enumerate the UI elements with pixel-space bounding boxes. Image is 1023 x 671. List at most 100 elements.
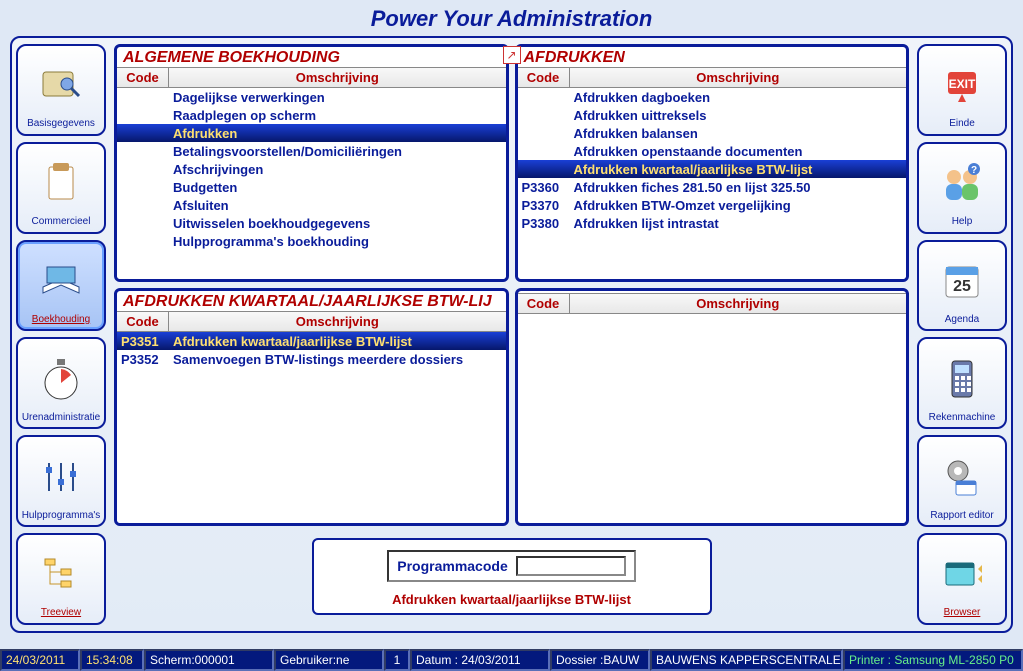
panel-body xyxy=(518,314,907,523)
list-item[interactable]: Afsluiten xyxy=(117,196,506,214)
nav-label: Help xyxy=(952,217,973,228)
list-item[interactable]: Raadplegen op scherm xyxy=(117,106,506,124)
nav-label: Agenda xyxy=(945,315,979,326)
status-printer: Printer : Samsung ML-2850 P0 xyxy=(843,649,1023,671)
column-code: Code xyxy=(117,68,169,87)
nav-einde[interactable]: EXIT Einde xyxy=(917,44,1007,136)
list-item-desc: Afdrukken openstaande documenten xyxy=(570,144,907,159)
column-code: Code xyxy=(117,312,169,331)
nav-agenda[interactable]: 25 Agenda xyxy=(917,240,1007,332)
nav-help[interactable]: ? Help xyxy=(917,142,1007,234)
column-code: Code xyxy=(518,68,570,87)
panel-body: Afdrukken dagboeken Afdrukken uittreksels… xyxy=(518,88,907,279)
tree-icon xyxy=(37,541,85,608)
panel-algemene-boekhouding: ALGEMENE BOEKHOUDING Code Omschrijving D… xyxy=(114,44,509,282)
tools-icon xyxy=(37,52,85,119)
clipboard-icon xyxy=(37,150,85,217)
status-gebruiker: Gebruiker:ne xyxy=(274,649,384,671)
left-nav: Basisgegevens Commercieel Boekhouding Ur… xyxy=(12,38,110,631)
list-item-desc: Afdrukken BTW-Omzet vergelijking xyxy=(570,198,907,213)
list-item[interactable]: Afdrukken openstaande documenten xyxy=(518,142,907,160)
list-item[interactable]: P3380Afdrukken lijst intrastat xyxy=(518,214,907,232)
nav-hulpprogrammas[interactable]: Hulpprogramma's xyxy=(16,435,106,527)
list-item-desc: Dagelijkse verwerkingen xyxy=(169,90,506,105)
panel-link-arrow-icon: ↗ xyxy=(503,46,521,64)
list-item-desc: Afdrukken xyxy=(169,126,506,141)
nav-label: Einde xyxy=(949,119,975,130)
list-item-desc: Afdrukken kwartaal/jaarlijkse BTW-lijst xyxy=(169,334,506,349)
status-time: 15:34:08 xyxy=(80,649,144,671)
list-item-desc: Afdrukken kwartaal/jaarlijkse BTW-lijst xyxy=(570,162,907,177)
list-item[interactable]: Afdrukken balansen xyxy=(518,124,907,142)
list-item[interactable]: Afdrukken dagboeken xyxy=(518,88,907,106)
programmacode-label: Programmacode xyxy=(397,558,507,574)
panel-afdrukken: AFDRUKKEN Code Omschrijving Afdrukken da… xyxy=(515,44,910,282)
list-item-desc: Afdrukken balansen xyxy=(570,126,907,141)
svg-text:EXIT: EXIT xyxy=(949,77,976,91)
list-item[interactable]: P3352Samenvoegen BTW-listings meerdere d… xyxy=(117,350,506,368)
panel-title: AFDRUKKEN KWARTAAL/JAARLIJKSE BTW-LIJ xyxy=(117,291,506,312)
nav-browser[interactable]: Browser xyxy=(917,533,1007,625)
list-item-code: P3360 xyxy=(518,180,570,195)
nav-label: Browser xyxy=(944,608,981,619)
nav-urenadministratie[interactable]: Urenadministratie xyxy=(16,337,106,429)
gear-report-icon xyxy=(938,443,986,510)
status-scherm: Scherm:000001 xyxy=(144,649,274,671)
list-item[interactable]: Dagelijkse verwerkingen xyxy=(117,88,506,106)
column-code: Code xyxy=(518,294,570,313)
app-title: Power Your Administration xyxy=(0,0,1023,36)
list-item[interactable]: P3370Afdrukken BTW-Omzet vergelijking xyxy=(518,196,907,214)
browser-window-icon xyxy=(938,541,986,608)
panel-empty: Code Omschrijving xyxy=(515,288,910,526)
nav-basisgegevens[interactable]: Basisgegevens xyxy=(16,44,106,136)
programmacode-box: Programmacode Afdrukken kwartaal/jaarlij… xyxy=(312,538,712,615)
svg-text:?: ? xyxy=(971,165,977,176)
list-item-desc: Afdrukken uittreksels xyxy=(570,108,907,123)
list-item-code: P3351 xyxy=(117,334,169,349)
nav-label: Commercieel xyxy=(32,217,91,228)
status-datum: Datum : 24/03/2011 xyxy=(410,649,550,671)
programmacode-input[interactable] xyxy=(516,556,626,576)
status-bar: 24/03/2011 15:34:08 Scherm:000001 Gebrui… xyxy=(0,649,1023,671)
panel-columns: Code Omschrijving xyxy=(117,312,506,332)
list-item-code: P3380 xyxy=(518,216,570,231)
nav-commercieel[interactable]: Commercieel xyxy=(16,142,106,234)
list-item[interactable]: Uitwisselen boekhoudgegevens xyxy=(117,214,506,232)
panel-afdrukken-btw: AFDRUKKEN KWARTAAL/JAARLIJKSE BTW-LIJ Co… xyxy=(114,288,509,526)
list-item-desc: Afschrijvingen xyxy=(169,162,506,177)
help-people-icon: ? xyxy=(938,150,986,217)
list-item-desc: Hulpprogramma's boekhouding xyxy=(169,234,506,249)
list-item[interactable]: Afschrijvingen xyxy=(117,160,506,178)
status-date: 24/03/2011 xyxy=(0,649,80,671)
panel-title: AFDRUKKEN xyxy=(518,47,907,68)
panel-body: P3351Afdrukken kwartaal/jaarlijkse BTW-l… xyxy=(117,332,506,523)
list-item[interactable]: Afdrukken xyxy=(117,124,506,142)
nav-label: Rekenmachine xyxy=(929,413,996,424)
exit-icon: EXIT xyxy=(938,52,986,119)
calculator-icon xyxy=(938,345,986,412)
list-item[interactable]: P3351Afdrukken kwartaal/jaarlijkse BTW-l… xyxy=(117,332,506,350)
nav-rapport-editor[interactable]: Rapport editor xyxy=(917,435,1007,527)
nav-label: Rapport editor xyxy=(930,511,993,522)
panel-columns: Code Omschrijving xyxy=(518,68,907,88)
column-omschrijving: Omschrijving xyxy=(570,68,907,87)
list-item[interactable]: Afdrukken kwartaal/jaarlijkse BTW-lijst xyxy=(518,160,907,178)
list-item[interactable]: Budgetten xyxy=(117,178,506,196)
list-item[interactable]: Betalingsvoorstellen/Domiciliëringen xyxy=(117,142,506,160)
sliders-icon xyxy=(37,443,85,510)
nav-boekhouding[interactable]: Boekhouding xyxy=(16,240,106,332)
list-item[interactable]: Afdrukken uittreksels xyxy=(518,106,907,124)
nav-treeview[interactable]: Treeview xyxy=(16,533,106,625)
list-item[interactable]: P3360Afdrukken fiches 281.50 en lijst 32… xyxy=(518,178,907,196)
status-dossier-name: BAUWENS KAPPERSCENTRALE xyxy=(650,649,843,671)
list-item[interactable]: Hulpprogramma's boekhouding xyxy=(117,232,506,250)
status-dossier: Dossier :BAUW xyxy=(550,649,650,671)
nav-label: Hulpprogramma's xyxy=(22,511,101,522)
list-item-desc: Raadplegen op scherm xyxy=(169,108,506,123)
column-omschrijving: Omschrijving xyxy=(169,312,506,331)
nav-rekenmachine[interactable]: Rekenmachine xyxy=(917,337,1007,429)
programmacode-status: Afdrukken kwartaal/jaarlijkse BTW-lijst xyxy=(322,592,702,607)
stopwatch-icon xyxy=(37,345,85,412)
list-item-desc: Budgetten xyxy=(169,180,506,195)
nav-label: Boekhouding xyxy=(32,315,90,326)
